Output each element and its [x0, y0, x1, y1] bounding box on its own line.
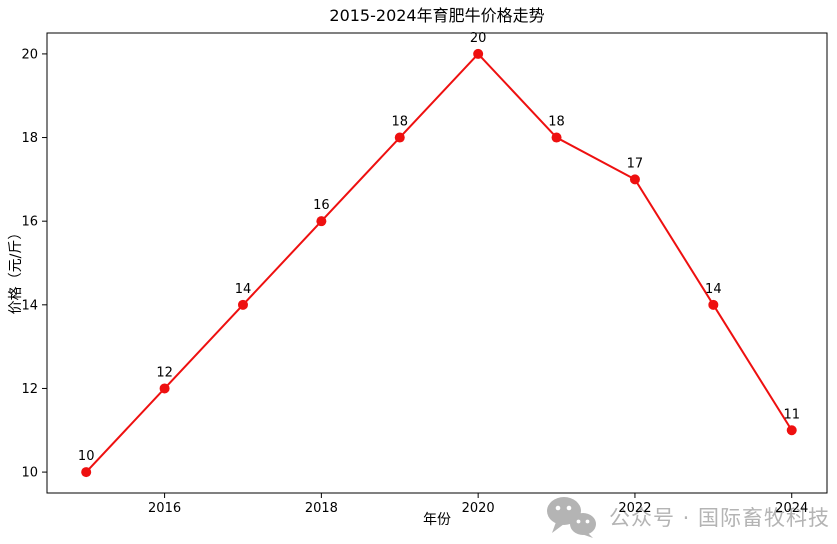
- data-point: [551, 132, 562, 143]
- x-tick-label: 2022: [618, 501, 651, 516]
- x-tick-label: 2020: [462, 501, 495, 516]
- watermark-text: 公众号 · 国际畜牧科技: [609, 506, 831, 530]
- data-point-label: 18: [548, 115, 565, 130]
- data-point: [394, 132, 405, 143]
- data-point-label: 20: [470, 31, 487, 46]
- data-point: [237, 299, 248, 310]
- data-point-label: 18: [391, 115, 408, 130]
- price-line: [85, 52, 793, 473]
- x-tick-label: 2016: [148, 501, 181, 516]
- x-axis-label: 年份: [423, 512, 451, 528]
- y-tick-label: 20: [21, 47, 38, 62]
- data-point-label: 12: [156, 365, 173, 380]
- data-point-label: 14: [235, 282, 252, 297]
- y-tick-label: 18: [21, 131, 38, 146]
- data-point: [708, 299, 719, 310]
- data-point-label: 17: [627, 156, 644, 171]
- y-tick-label: 12: [21, 382, 38, 397]
- chart-title: 2015-2024年育肥牛价格走势: [329, 6, 545, 25]
- data-point: [629, 174, 640, 185]
- data-point: [159, 383, 170, 394]
- y-tick-label: 16: [21, 215, 38, 230]
- wechat-icon: [545, 496, 597, 538]
- plot-frame: [46, 32, 828, 494]
- y-tick-label: 10: [21, 466, 38, 481]
- watermark: 公众号 · 国际畜牧科技: [545, 496, 830, 538]
- y-axis-label: 价格（元/斤）: [8, 225, 24, 315]
- y-tick-label: 14: [21, 298, 38, 313]
- data-point: [473, 48, 484, 59]
- data-point-label: 10: [78, 449, 95, 464]
- data-point-label: 11: [783, 407, 800, 422]
- x-tick-label: 2018: [305, 501, 338, 516]
- data-point: [316, 216, 327, 227]
- data-point: [81, 467, 92, 478]
- data-point-label: 14: [705, 282, 722, 297]
- x-tick-label: 2024: [775, 501, 808, 516]
- data-point: [786, 425, 797, 436]
- data-point-label: 16: [313, 198, 330, 213]
